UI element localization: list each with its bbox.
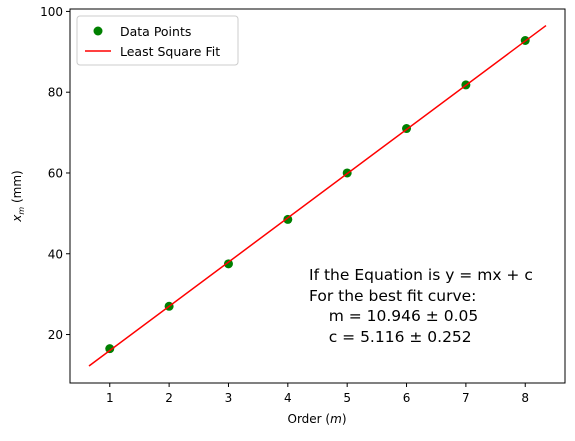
x-axis: 1 2 3 4 5 6 7 8 xyxy=(106,383,529,405)
x-tick-label: 3 xyxy=(225,391,233,405)
annotation-line-2: For the best fit curve: xyxy=(309,287,476,305)
fit-line xyxy=(88,24,547,367)
x-tick-label: 4 xyxy=(284,391,292,405)
fit-annotation: If the Equation is y = mx + c For the be… xyxy=(309,266,533,346)
legend-label-least-square-fit: Least Square Fit xyxy=(120,44,220,59)
annotation-line-4: c = 5.116 ± 0.252 xyxy=(309,328,472,346)
x-tick-label: 1 xyxy=(106,391,114,405)
annotation-line-3: m = 10.946 ± 0.05 xyxy=(309,307,478,325)
legend-box xyxy=(76,15,239,66)
legend-label-data-points: Data Points xyxy=(120,24,191,39)
annotation-line-1: If the Equation is y = mx + c xyxy=(309,266,533,284)
y-tick-label: 60 xyxy=(48,166,63,180)
x-tick-label: 6 xyxy=(403,391,411,405)
y-axis: 20 40 60 80 100 xyxy=(40,5,70,342)
y-tick-label: 80 xyxy=(48,86,63,100)
data-point xyxy=(283,214,293,224)
y-tick-label: 100 xyxy=(40,5,63,19)
y-axis-label: xm (mm) xyxy=(10,170,26,222)
data-point xyxy=(105,344,115,354)
x-tick-label: 2 xyxy=(165,391,173,405)
x-tick-label: 7 xyxy=(462,391,470,405)
legend: Data Points Least Square Fit xyxy=(76,15,239,66)
x-tick-label: 8 xyxy=(521,391,529,405)
y-tick-label: 20 xyxy=(48,328,63,342)
y-tick-label: 40 xyxy=(48,247,63,261)
series-layer xyxy=(88,24,547,367)
data-point xyxy=(223,259,233,269)
x-tick-label: 5 xyxy=(343,391,351,405)
x-axis-label: Order (m) xyxy=(288,412,347,426)
legend-marker-data-points xyxy=(93,26,103,36)
